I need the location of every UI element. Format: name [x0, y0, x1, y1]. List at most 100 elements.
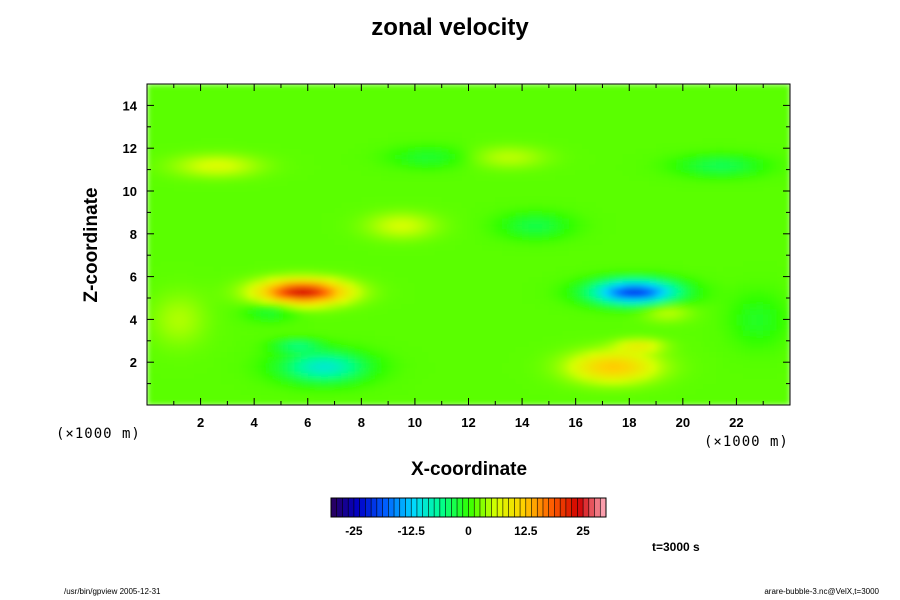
heatmap-cell [347, 287, 356, 294]
heatmap-cell [522, 180, 530, 187]
heatmap-cell [441, 94, 450, 101]
heatmap-cell [615, 217, 624, 224]
heatmap-cell [354, 255, 362, 262]
heatmap-cell [354, 388, 362, 395]
heatmap-cell [481, 94, 490, 101]
heatmap-cell [321, 126, 329, 133]
heatmap-cell [696, 142, 704, 149]
heatmap-cell [247, 158, 255, 165]
heatmap-cell [260, 292, 269, 299]
heatmap-cell [421, 180, 429, 187]
heatmap-cell [247, 319, 255, 326]
heatmap-cell [267, 233, 275, 240]
heatmap-cell [354, 399, 362, 405]
heatmap-cell [568, 142, 577, 149]
heatmap-cell [689, 276, 697, 283]
heatmap-cell [522, 89, 530, 96]
heatmap-cell [167, 378, 175, 385]
heatmap-cell [441, 180, 450, 187]
heatmap-cell [173, 212, 182, 219]
heatmap-cell [448, 287, 456, 294]
heatmap-cell [187, 255, 195, 262]
heatmap-cell [548, 292, 557, 299]
heatmap-cell [629, 298, 637, 304]
heatmap-cell [615, 362, 624, 369]
heatmap-cell [381, 217, 389, 224]
heatmap-cell [187, 217, 195, 224]
heatmap-cell [234, 142, 242, 149]
heatmap-cell [522, 201, 530, 208]
heatmap-cell [582, 249, 590, 256]
heatmap-cell [702, 335, 711, 342]
heatmap-cell [153, 100, 161, 106]
heatmap-cell [495, 372, 503, 379]
heatmap-cell [595, 255, 604, 262]
heatmap-cell [321, 196, 329, 203]
heatmap-cell [501, 394, 510, 401]
heatmap-cell [481, 207, 490, 213]
heatmap-cell [334, 399, 342, 405]
heatmap-cell [635, 191, 644, 197]
heatmap-cell [662, 158, 671, 165]
heatmap-cell [689, 340, 697, 347]
heatmap-cell [435, 239, 443, 246]
heatmap-cell [602, 121, 610, 128]
heatmap-cells [147, 84, 790, 405]
heatmap-cell [448, 378, 456, 385]
heatmap-cell [173, 84, 182, 90]
heatmap-cell [488, 158, 496, 165]
heatmap-cell [368, 394, 376, 401]
heatmap-cell [280, 185, 289, 192]
heatmap-cell [254, 367, 262, 374]
heatmap-cell [368, 121, 376, 128]
heatmap-cell [656, 378, 664, 385]
heatmap-cell [173, 239, 182, 246]
heatmap-cell [676, 148, 684, 155]
heatmap-cell [374, 314, 383, 320]
heatmap-cell [220, 158, 228, 165]
heatmap-cell [622, 148, 630, 155]
heatmap-cell [428, 100, 436, 106]
heatmap-cell [401, 255, 409, 262]
heatmap-cell [147, 335, 155, 342]
heatmap-cell [475, 105, 483, 112]
heatmap-cell [280, 223, 289, 230]
heatmap-cell [153, 335, 161, 342]
heatmap-cell [508, 287, 516, 294]
heatmap-cell [361, 287, 369, 294]
heatmap-cell [394, 164, 403, 171]
heatmap-cell [160, 314, 168, 320]
heatmap-cell [280, 207, 289, 213]
heatmap-cell [548, 378, 557, 385]
heatmap-cell [160, 362, 168, 369]
heatmap-cell [314, 164, 322, 171]
heatmap-cell [307, 308, 316, 315]
heatmap-cell [280, 319, 289, 326]
heatmap-cell [180, 319, 188, 326]
heatmap-cell [213, 169, 222, 176]
heatmap-cell [595, 158, 604, 165]
heatmap-cell [287, 228, 295, 235]
heatmap-cell [642, 372, 650, 379]
heatmap-cell [200, 223, 208, 230]
heatmap-cell [180, 303, 188, 310]
heatmap-cell [301, 260, 309, 267]
heatmap-cell [388, 281, 396, 288]
heatmap-cell [689, 110, 697, 117]
heatmap-cell [501, 271, 510, 278]
heatmap-cell [635, 255, 644, 262]
heatmap-cell [207, 201, 215, 208]
heatmap-cell [193, 271, 202, 278]
heatmap-cell [542, 249, 550, 256]
heatmap-cell [414, 298, 423, 304]
heatmap-cell [274, 228, 282, 235]
heatmap-cell [307, 217, 316, 224]
heatmap-cell [501, 249, 510, 256]
heatmap-cell [448, 228, 456, 235]
heatmap-cell [522, 399, 530, 405]
heatmap-cell [622, 100, 630, 106]
heatmap-cell [522, 121, 530, 128]
heatmap-cell [381, 116, 389, 123]
heatmap-cell [441, 372, 450, 379]
heatmap-cell [669, 330, 677, 337]
